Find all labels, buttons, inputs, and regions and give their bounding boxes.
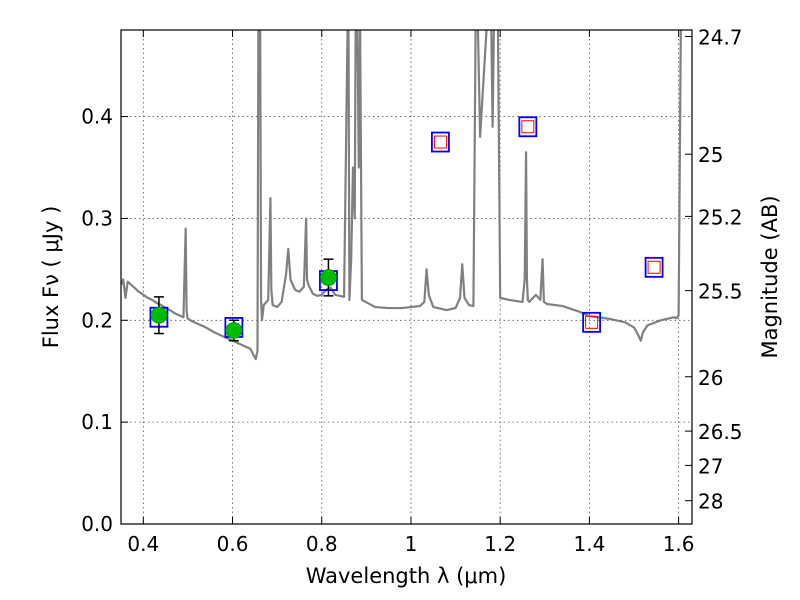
y-tick-label: 0.4 [81, 105, 113, 129]
y-tick-label: 0.2 [81, 308, 113, 332]
observed-point [150, 306, 168, 324]
upper-limit-box [433, 135, 447, 149]
y2-tick-label: 28 [698, 490, 723, 514]
y2-tick-label: 25.2 [698, 205, 743, 229]
upper-limit-box [647, 260, 661, 274]
y2-tick-label: 26.5 [698, 420, 743, 444]
y2-tick-label: 25 [698, 143, 723, 167]
observed-point [225, 322, 243, 339]
plot-background [121, 30, 692, 524]
observed-point [320, 269, 337, 286]
model-box [431, 131, 450, 153]
spectrum-layer [121, 30, 682, 361]
upper-limit-box [585, 315, 599, 329]
y2-axis-label: Magnitude (AB) [758, 195, 782, 358]
x-tick-label: 0.8 [306, 532, 338, 556]
y2-tick-label: 27 [698, 454, 723, 478]
model-box [582, 311, 602, 333]
y2-tick-label: 24.7 [698, 25, 743, 49]
x-tick-label: 0.6 [217, 532, 249, 556]
y-axis-label: Flux Fν ( μJy ) [39, 206, 63, 349]
upper-limit-box [521, 120, 535, 134]
y-tick-label: 0.0 [81, 512, 113, 536]
y2-tick-label: 25.5 [698, 280, 743, 304]
x-tick-label: 1.2 [484, 532, 516, 556]
x-tick-label: 1.4 [573, 532, 605, 556]
x-tick-label: 0.4 [127, 532, 159, 556]
x-axis-label: Wavelength λ (μm) [306, 564, 507, 588]
axis-ticks: 0.4 0.6 0.8 1 1.2 1.4 1.6 0.0 0.1 0.2 0.3 0.4 24.7 25… [81, 25, 742, 556]
model-box [644, 256, 664, 278]
model-box [518, 116, 538, 138]
x-tick-label: 1 [405, 532, 418, 556]
y-tick-label: 0.1 [81, 410, 113, 434]
spectrum-line [121, 30, 682, 361]
plot-frame [120, 29, 693, 525]
y2-tick-label: 26 [698, 366, 723, 390]
x-tick-label: 1.6 [663, 532, 695, 556]
markers-layer [149, 116, 664, 342]
y-tick-label: 0.3 [81, 206, 113, 230]
